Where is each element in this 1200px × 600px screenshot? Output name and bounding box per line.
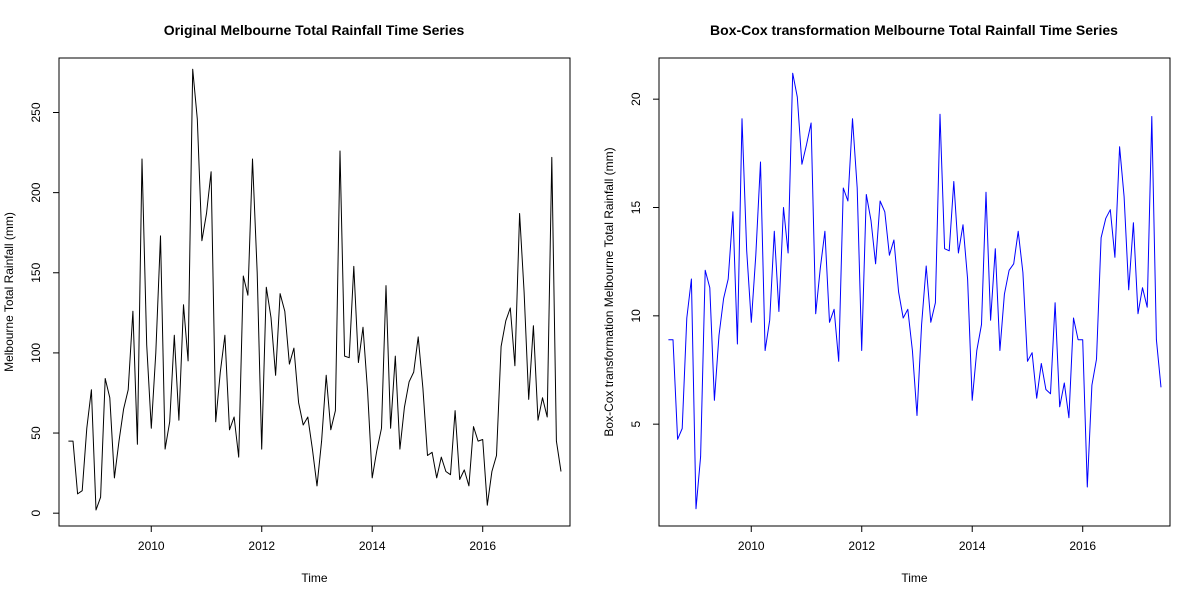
y-tick-label: 0 bbox=[29, 510, 43, 517]
x-tick-label: 2012 bbox=[248, 539, 275, 553]
chart-title: Box-Cox transformation Melbourne Total R… bbox=[710, 22, 1118, 38]
series-line bbox=[68, 68, 562, 511]
plot-frame bbox=[58, 57, 571, 527]
y-axis-label: Box-Cox transformation Melbourne Total R… bbox=[602, 147, 616, 436]
chart-panel-2: Box-Cox transformation Melbourne Total R… bbox=[602, 22, 1171, 585]
x-axis-label: Time bbox=[901, 571, 928, 585]
y-tick-label: 10 bbox=[629, 309, 643, 323]
series-line bbox=[668, 72, 1162, 510]
x-tick-label: 2012 bbox=[848, 539, 875, 553]
x-tick-label: 2016 bbox=[469, 539, 496, 553]
x-tick-label: 2014 bbox=[359, 539, 386, 553]
y-tick-label: 15 bbox=[629, 201, 643, 215]
y-tick-label: 20 bbox=[629, 92, 643, 106]
chart-panel-1: Original Melbourne Total Rainfall Time S… bbox=[2, 22, 571, 585]
y-tick-label: 50 bbox=[29, 426, 43, 440]
y-tick-label: 250 bbox=[29, 102, 43, 122]
chart-title: Original Melbourne Total Rainfall Time S… bbox=[164, 22, 465, 38]
y-tick-label: 200 bbox=[29, 182, 43, 202]
x-tick-label: 2014 bbox=[959, 539, 986, 553]
x-tick-label: 2010 bbox=[138, 539, 165, 553]
x-axis-label: Time bbox=[301, 571, 328, 585]
y-axis-label: Melbourne Total Rainfall (mm) bbox=[2, 212, 16, 372]
plot-frame bbox=[658, 57, 1171, 527]
x-tick-label: 2016 bbox=[1069, 539, 1096, 553]
y-tick-label: 5 bbox=[629, 421, 643, 428]
y-tick-label: 150 bbox=[29, 262, 43, 282]
y-tick-label: 100 bbox=[29, 343, 43, 363]
x-tick-label: 2010 bbox=[738, 539, 765, 553]
